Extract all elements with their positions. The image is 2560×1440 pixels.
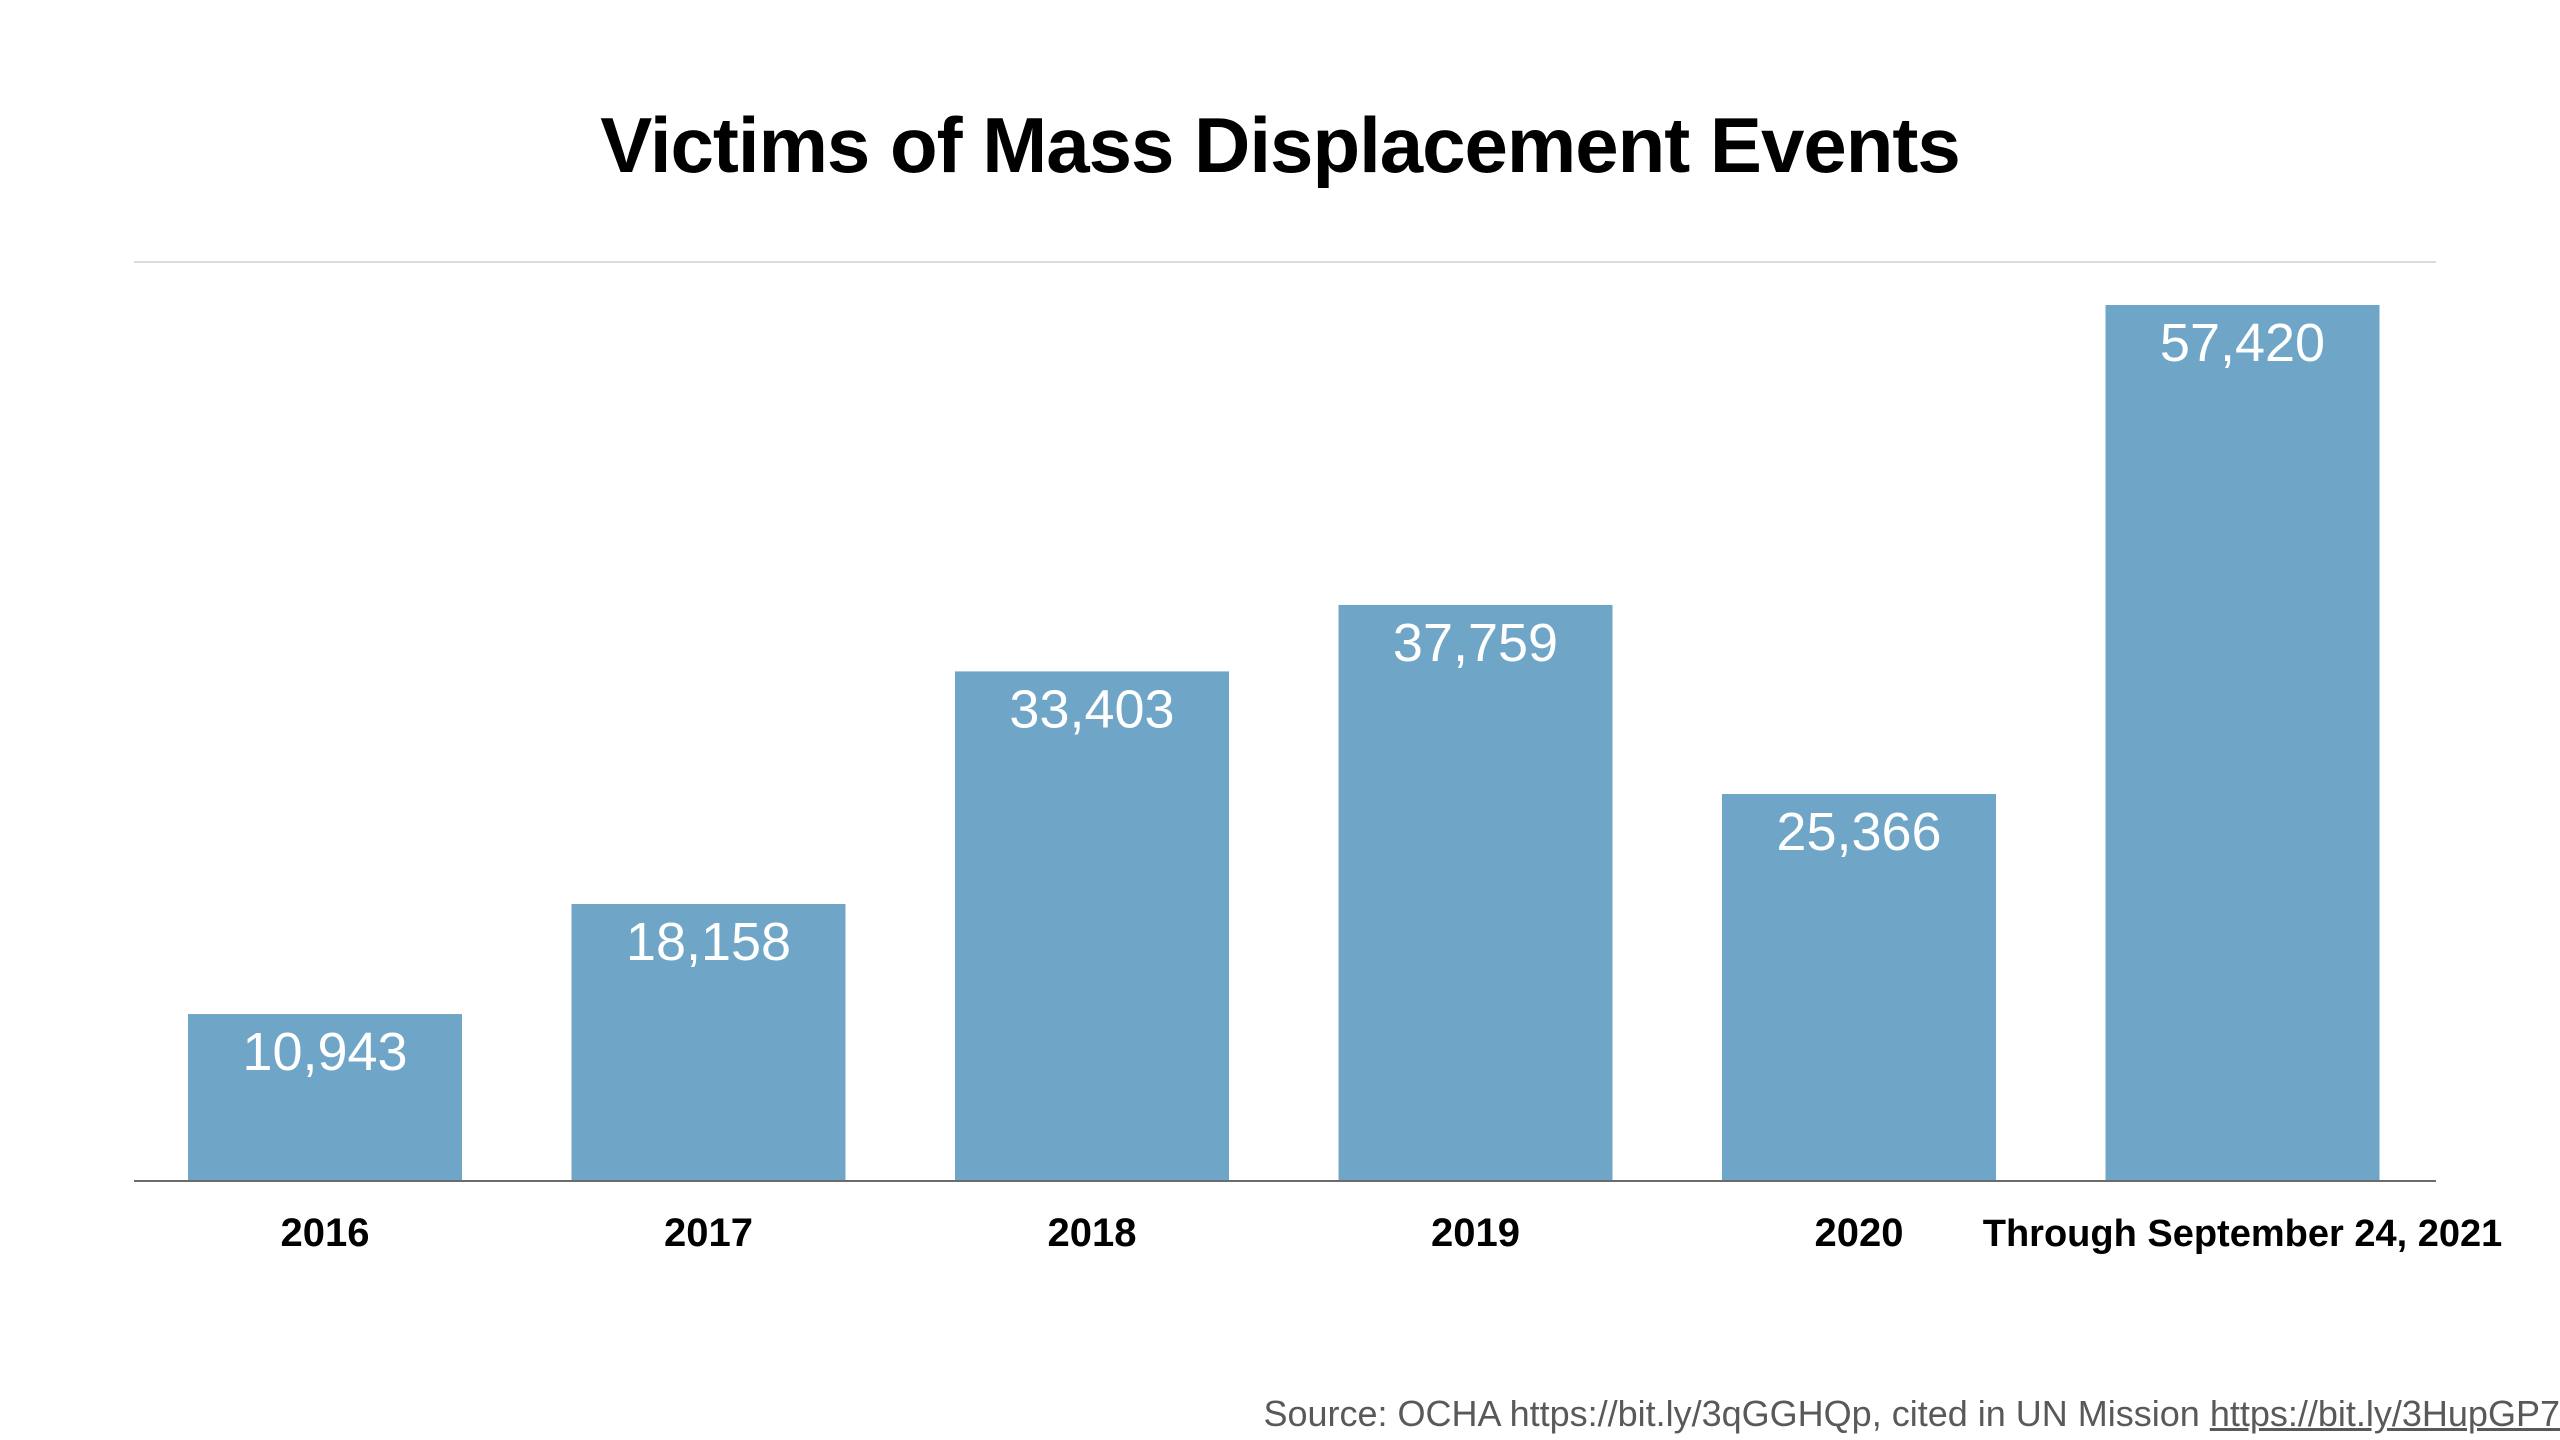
bar-value-label-3: 37,759: [1393, 613, 1558, 673]
source-link[interactable]: https://bit.ly/3HupGP7: [2209, 1393, 2560, 1434]
bar-1: [571, 903, 846, 1181]
category-label-4: 2020: [1815, 1211, 1904, 1255]
category-label-2: 2018: [1048, 1211, 1137, 1255]
category-labels: 2016 2017 2018 2019 2020 Through September 24…: [281, 1211, 2503, 1255]
category-label-5: Through September 24, 2021: [1983, 1213, 2503, 1255]
category-label-3: 2019: [1431, 1211, 1520, 1255]
category-label-0: 2016: [281, 1211, 370, 1255]
bar-2: [955, 671, 1229, 1181]
bar-value-label-0: 10,943: [242, 1022, 407, 1082]
source-text: Source: OCHA https://bit.ly/3qGGHQp, cit…: [1263, 1393, 2210, 1434]
bar-3: [1338, 604, 1613, 1181]
bar-value-label-5: 57,420: [2160, 313, 2325, 373]
bar-value-labels: 10,943 18,158 33,403 37,759 25,366 57,420: [242, 313, 2325, 1082]
bar-0: [188, 1014, 462, 1181]
bars-group: [188, 305, 2380, 1181]
bar-4: [1722, 794, 1996, 1181]
chart-title: Victims of Mass Displacement Events: [600, 101, 1960, 189]
bar-value-label-2: 33,403: [1009, 679, 1174, 739]
bar-value-label-1: 18,158: [626, 912, 791, 972]
source-note: Source: OCHA https://bit.ly/3qGGHQp, cit…: [1263, 1393, 2560, 1435]
category-label-1: 2017: [664, 1211, 753, 1255]
bar-value-label-4: 25,366: [1776, 802, 1941, 862]
bar-5: [2105, 305, 2380, 1181]
